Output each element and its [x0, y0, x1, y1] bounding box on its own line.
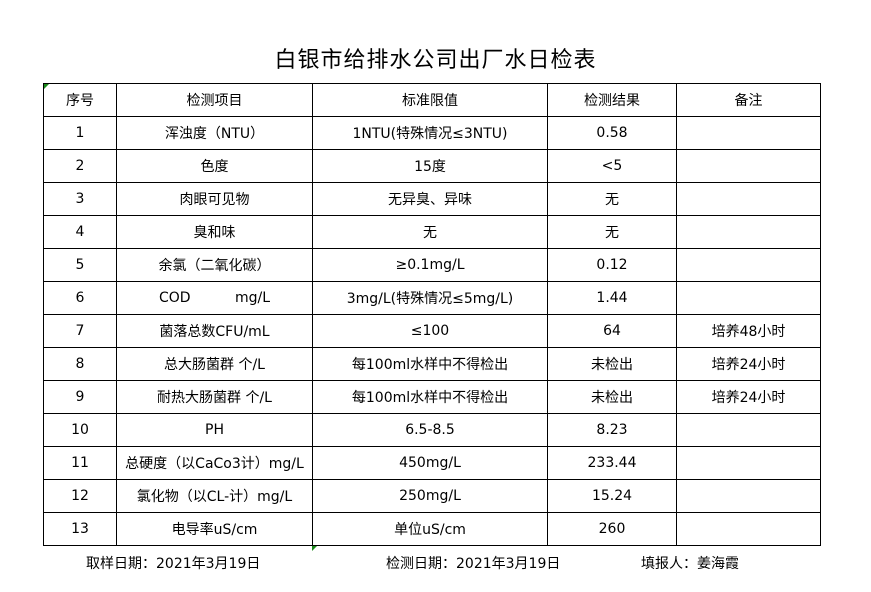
cell-item[interactable]: 总硬度（以CaCo3计）mg/L: [116, 446, 313, 480]
cell-result[interactable]: <5: [547, 149, 677, 183]
cell-item[interactable]: 余氯（二氧化碳）: [116, 248, 313, 282]
cell-standard[interactable]: 无异臭、异味: [312, 182, 548, 216]
cell-standard[interactable]: ≥0.1mg/L: [312, 248, 548, 282]
cell-index[interactable]: 7: [43, 314, 117, 348]
cell-standard[interactable]: 250mg/L: [312, 479, 548, 513]
cell-index[interactable]: 12: [43, 479, 117, 513]
cell-index[interactable]: 3: [43, 182, 117, 216]
cell-result[interactable]: 1.44: [547, 281, 677, 315]
cell-item[interactable]: 电导率uS/cm: [116, 512, 313, 546]
page-title: 白银市给排水公司出厂水日检表: [274, 48, 597, 73]
cell-item[interactable]: 浑浊度（NTU）: [116, 116, 313, 150]
cell-result[interactable]: 233.44: [547, 446, 677, 480]
cell-result[interactable]: 64: [547, 314, 677, 348]
cell-remark[interactable]: [676, 116, 821, 150]
table-row: 3 肉眼可见物 无异臭、异味无: [43, 182, 821, 216]
cell-item[interactable]: 总大肠菌群 个/L: [116, 347, 313, 381]
cell-remark[interactable]: [676, 248, 821, 282]
cell-item[interactable]: 臭和味: [116, 215, 313, 249]
table-row: 5 余氯（二氧化碳） ≥0.1mg/L 0.12: [43, 248, 821, 282]
cell-result[interactable]: 15.24: [547, 479, 677, 513]
test-date: 检测日期：2021年3月19日: [386, 556, 561, 572]
cell-standard[interactable]: 每100ml水样中不得检出: [312, 347, 548, 381]
cell-index[interactable]: 5: [43, 248, 117, 282]
table-row: 7 菌落总数CFU/mL ≤100 64 培养48小时: [43, 314, 821, 348]
cell-standard[interactable]: 1NTU(特殊情况≤3NTU): [312, 116, 548, 150]
cell-result[interactable]: 未检出: [547, 347, 677, 381]
table-row: 9 耐热大肠菌群 个/L 每100ml水样中不得检出 未检出 培养24小时: [43, 380, 821, 414]
cell-index[interactable]: 1: [43, 116, 117, 150]
cell-item[interactable]: 菌落总数CFU/mL: [116, 314, 313, 348]
cell-comment-marker: [44, 84, 49, 89]
cell-item[interactable]: 耐热大肠菌群 个/L: [116, 380, 313, 414]
cell-result[interactable]: 无: [547, 215, 677, 249]
cell-remark[interactable]: 培养48小时: [676, 314, 821, 348]
reporter: 填报人：姜海霞: [641, 556, 739, 572]
table-row: 10 PH 6.5-8.5 8.23: [43, 413, 821, 447]
cell-item[interactable]: 氯化物（以CL-计）mg/L: [116, 479, 313, 513]
header-cell-item[interactable]: 检测项目: [116, 83, 313, 117]
cell-index[interactable]: 9: [43, 380, 117, 414]
cell-remark[interactable]: 培养24小时: [676, 380, 821, 414]
inspection-table: 序号 检测项目 标准限值 检测结果 备注 1 浑浊度（NTU） 1NTU(特殊情况≤…: [43, 83, 821, 546]
cell-remark[interactable]: [676, 413, 821, 447]
header-cell-index[interactable]: 序号: [43, 83, 117, 117]
cell-result[interactable]: 260: [547, 512, 677, 546]
cell-standard[interactable]: 15度: [312, 149, 548, 183]
cell-standard[interactable]: 单位uS/cm: [312, 512, 548, 546]
cell-index[interactable]: 4: [43, 215, 117, 249]
cell-standard[interactable]: 3mg/L(特殊情况≤5mg/L): [312, 281, 548, 315]
table-header-row: 序号 检测项目 标准限值 检测结果 备注: [43, 83, 821, 117]
cell-result[interactable]: 0.12: [547, 248, 677, 282]
cell-standard[interactable]: 每100ml水样中不得检出: [312, 380, 548, 414]
cell-remark[interactable]: [676, 149, 821, 183]
cell-result[interactable]: 未检出: [547, 380, 677, 414]
cell-index[interactable]: 13: [43, 512, 117, 546]
header-cell-remark[interactable]: 备注: [676, 83, 821, 117]
cell-comment-marker: [312, 546, 317, 551]
cell-standard[interactable]: ≤100: [312, 314, 548, 348]
cell-remark[interactable]: 培养24小时: [676, 347, 821, 381]
cell-index[interactable]: 11: [43, 446, 117, 480]
header-cell-standard[interactable]: 标准限值: [312, 83, 548, 117]
cell-result[interactable]: 0.58: [547, 116, 677, 150]
cell-result[interactable]: 8.23: [547, 413, 677, 447]
cell-index[interactable]: 10: [43, 413, 117, 447]
cell-remark[interactable]: [676, 446, 821, 480]
table-row: 2 色度 15度 <5: [43, 149, 821, 183]
cell-remark[interactable]: [676, 215, 821, 249]
cell-item[interactable]: PH: [116, 413, 313, 447]
cell-item[interactable]: COD mg/L: [116, 281, 313, 315]
header-cell-result[interactable]: 检测结果: [547, 83, 677, 117]
cell-standard[interactable]: 6.5-8.5: [312, 413, 548, 447]
cell-result[interactable]: 无: [547, 182, 677, 216]
table-row: 12 氯化物（以CL-计）mg/L 250mg/L 15.24: [43, 479, 821, 513]
cell-remark[interactable]: [676, 182, 821, 216]
table-row: 8 总大肠菌群 个/L 每100ml水样中不得检出 未检出 培养24小时: [43, 347, 821, 381]
cell-standard[interactable]: 450mg/L: [312, 446, 548, 480]
sampling-date: 取样日期：2021年3月19日: [86, 556, 261, 572]
cell-remark[interactable]: [676, 512, 821, 546]
cell-remark[interactable]: [676, 281, 821, 315]
cell-item[interactable]: 肉眼可见物: [116, 182, 313, 216]
cell-item[interactable]: 色度: [116, 149, 313, 183]
cell-standard[interactable]: 无: [312, 215, 548, 249]
cell-index[interactable]: 8: [43, 347, 117, 381]
table-row: 1 浑浊度（NTU） 1NTU(特殊情况≤3NTU) 0.58: [43, 116, 821, 150]
cell-remark[interactable]: [676, 479, 821, 513]
table-row: 13 电导率uS/cm 单位uS/cm 260: [43, 512, 821, 546]
cell-index[interactable]: 2: [43, 149, 117, 183]
cell-index[interactable]: 6: [43, 281, 117, 315]
table-row: 6 COD mg/L 3mg/L(特殊情况≤5mg/L) 1.44: [43, 281, 821, 315]
table-row: 11 总硬度（以CaCo3计）mg/L 450mg/L 233.44: [43, 446, 821, 480]
table-row: 4 臭和味无无: [43, 215, 821, 249]
